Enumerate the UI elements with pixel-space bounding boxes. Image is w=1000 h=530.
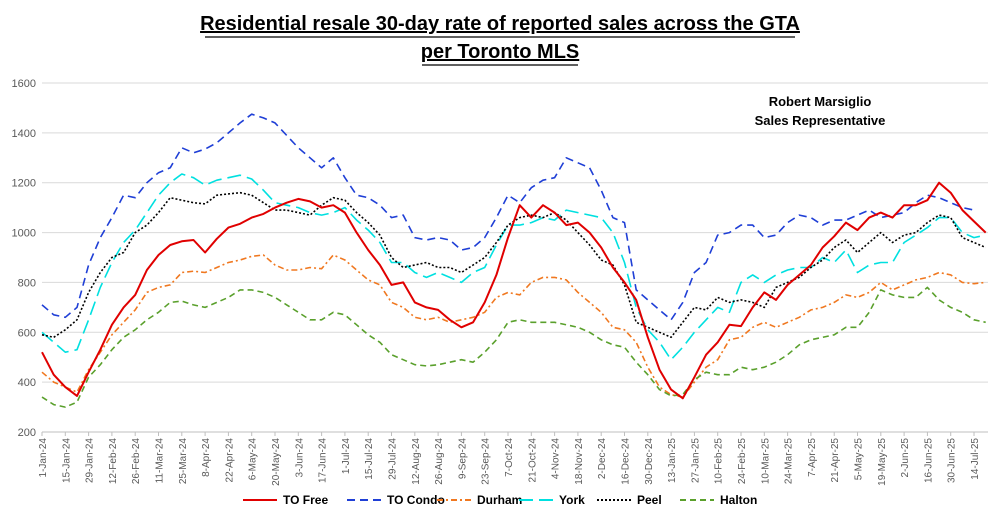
x-tick-label: 5-May-25	[854, 438, 865, 481]
x-tick-label: 30-Jun-25	[947, 438, 958, 483]
x-tick-label: 1-Jul-24	[341, 438, 352, 475]
series-line-to-free	[41, 181, 987, 400]
series-line-york	[41, 173, 986, 361]
series-line-durham	[41, 254, 986, 398]
x-tick-label: 9-Sep-24	[457, 438, 468, 480]
x-tick-label: 22-Apr-24	[224, 438, 235, 483]
x-tick-label: 25-Mar-24	[178, 438, 189, 485]
y-tick-label: 200	[18, 427, 36, 439]
y-tick-label: 1600	[12, 78, 36, 90]
x-tick-label: 20-May-24	[271, 438, 282, 486]
x-tick-label: 14-Jul-25	[970, 438, 981, 480]
legend-label-to-free: TO Free	[283, 493, 328, 507]
series-line-halton	[41, 286, 986, 408]
series-line-peel	[41, 191, 987, 339]
series-lines	[41, 113, 987, 408]
x-tick-label: 13-Jan-25	[667, 438, 678, 483]
x-tick-label: 8-Apr-24	[201, 438, 212, 477]
legend-label-york: York	[559, 493, 585, 507]
chart-title-line-2: per Toronto MLS	[421, 41, 580, 63]
y-tick-label: 1000	[12, 228, 36, 240]
x-tick-label: 24-Mar-25	[784, 438, 795, 485]
y-axis-ticks: 200 400 600 800 1000 1200 1400 1600	[12, 78, 36, 439]
x-tick-label: 21-Oct-24	[527, 438, 538, 483]
x-tick-label: 27-Jan-25	[690, 438, 701, 483]
x-tick-label: 21-Apr-25	[830, 438, 841, 483]
x-tick-label: 26-Feb-24	[131, 438, 142, 485]
x-tick-label: 30-Dec-24	[644, 438, 655, 485]
x-tick-label: 17-Jun-24	[318, 438, 329, 483]
legend-label-durham: Durham	[477, 493, 522, 507]
gridlines	[42, 82, 988, 433]
x-tick-label: 4-Nov-24	[551, 438, 562, 480]
x-tick-label: 15-Jan-24	[61, 438, 72, 483]
legend-label-to-condo: TO Condo	[387, 493, 445, 507]
x-tick-label: 2-Jun-25	[900, 438, 911, 478]
x-tick-label: 23-Sep-24	[481, 438, 492, 485]
x-tick-label: 15-Jul-24	[364, 438, 375, 480]
x-tick-label: 26-Aug-24	[434, 438, 445, 485]
x-tick-label: 6-May-24	[248, 438, 259, 481]
x-tick-label: 19-May-25	[877, 438, 888, 486]
x-tick-label: 16-Jun-25	[923, 438, 934, 483]
chart-title-line-1: Residential resale 30-day rate of report…	[200, 13, 800, 35]
x-tick-label: 7-Apr-25	[807, 438, 818, 477]
x-tick-label: 11-Mar-24	[155, 438, 166, 484]
y-tick-label: 400	[18, 377, 36, 389]
legend: TO Free TO Condo Durham York Peel Halton	[243, 493, 757, 507]
x-tick-label: 12-Feb-24	[108, 438, 119, 485]
x-tick-label: 29-Jan-24	[85, 438, 96, 483]
legend-label-peel: Peel	[637, 493, 662, 507]
x-tick-label: 3-Jun-24	[294, 438, 305, 478]
author-name: Robert Marsiglio	[769, 94, 872, 109]
legend-label-halton: Halton	[720, 493, 757, 507]
x-tick-label: 10-Feb-25	[714, 438, 725, 485]
author-title: Sales Representative	[755, 113, 886, 128]
x-tick-label: 1-Jan-24	[38, 438, 49, 478]
y-tick-label: 1400	[12, 128, 36, 140]
y-tick-label: 1200	[12, 178, 36, 190]
x-axis-ticks: 1-Jan-24 15-Jan-24 29-Jan-24 12-Feb-24 26-Fe…	[38, 432, 981, 486]
x-tick-label: 12-Aug-24	[411, 438, 422, 485]
x-tick-label: 16-Dec-24	[621, 438, 632, 485]
x-tick-label: 2-Dec-24	[597, 438, 608, 480]
x-tick-label: 29-Jul-24	[388, 438, 399, 480]
x-tick-label: 24-Feb-25	[737, 438, 748, 485]
x-tick-label: 18-Nov-24	[574, 438, 585, 485]
y-tick-label: 800	[18, 277, 36, 289]
y-tick-label: 600	[18, 327, 36, 339]
x-tick-label: 10-Mar-25	[760, 438, 771, 485]
series-line-to-condo	[41, 113, 975, 321]
x-tick-label: 7-Oct-24	[504, 438, 515, 477]
